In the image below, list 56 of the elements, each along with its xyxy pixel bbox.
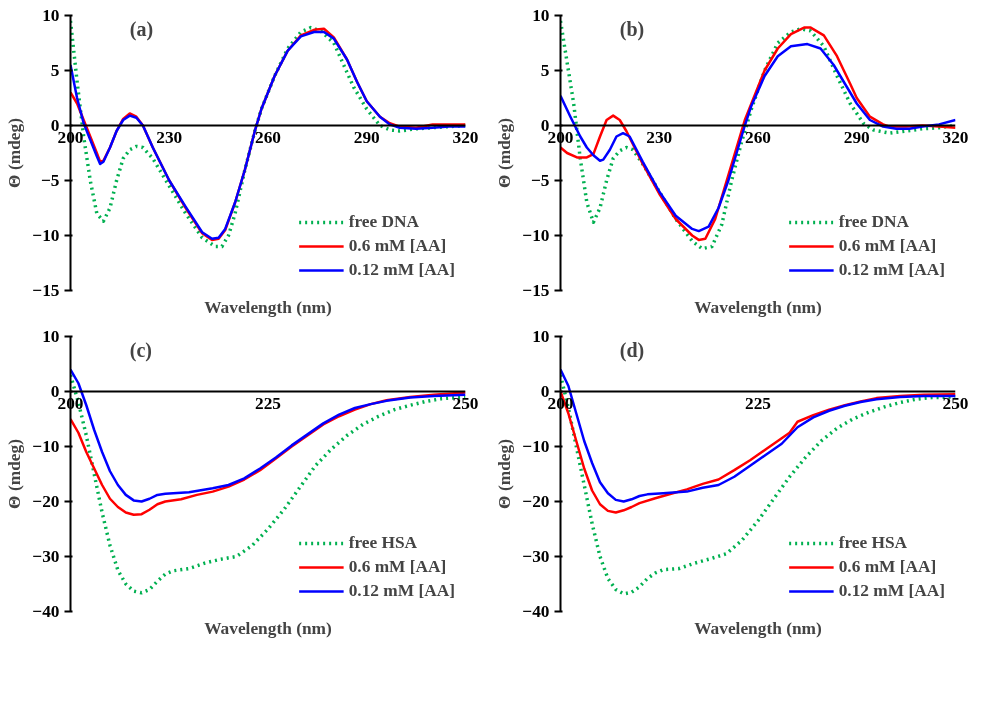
legend-label: 0.6 mM [AA]: [838, 557, 937, 577]
chart-title: (d): [619, 339, 645, 363]
chart-title: (a): [129, 18, 154, 42]
y-tick-label: 5: [50, 61, 60, 80]
y-tick-label: −5: [40, 171, 60, 190]
y-tick-label: 5: [540, 61, 550, 80]
y-tick-label: 10: [42, 6, 60, 25]
legend-label: free DNA: [838, 212, 910, 232]
y-axis-title: Θ (mdeg): [495, 117, 515, 188]
x-tick-label: 290: [353, 127, 380, 147]
y-tick-label: 10: [532, 6, 550, 25]
x-tick-label: 260: [745, 127, 771, 147]
x-tick-label: 320: [452, 127, 479, 147]
x-tick-label: 230: [156, 127, 183, 147]
y-axis-title: Θ (mdeg): [495, 438, 515, 509]
x-tick-label: 320: [942, 127, 969, 147]
y-tick-label: −15: [522, 281, 550, 300]
x-axis-title: Wavelength (nm): [204, 618, 332, 638]
legend-label: 0.12 mM [AA]: [348, 260, 455, 280]
x-tick-label: 225: [745, 393, 772, 413]
legend-label: 0.12 mM [AA]: [838, 260, 945, 280]
x-tick-label: 250: [452, 393, 479, 413]
x-tick-label: 260: [255, 127, 281, 147]
y-tick-label: −15: [32, 281, 60, 300]
x-tick-label: 230: [646, 127, 673, 147]
legend-label: 0.6 mM [AA]: [838, 236, 937, 256]
y-tick-label: −30: [32, 547, 60, 566]
y-tick-label: −30: [522, 547, 550, 566]
y-tick-label: −10: [522, 226, 550, 245]
y-tick-label: 10: [532, 327, 550, 346]
y-tick-label: −10: [32, 226, 60, 245]
y-tick-label: −10: [32, 437, 60, 456]
legend-label: 0.6 mM [AA]: [348, 236, 447, 256]
y-axis-title: Θ (mdeg): [5, 438, 25, 509]
y-tick-label: 10: [42, 327, 60, 346]
y-axis-title: Θ (mdeg): [5, 117, 25, 188]
x-axis-title: Wavelength (nm): [694, 297, 822, 317]
y-tick-label: −10: [522, 437, 550, 456]
x-axis-title: Wavelength (nm): [204, 297, 332, 317]
legend-label: free HSA: [348, 533, 418, 553]
y-tick-label: −40: [32, 602, 60, 621]
y-tick-label: −20: [522, 492, 550, 511]
legend-label: free HSA: [838, 533, 908, 553]
x-axis-title: Wavelength (nm): [694, 618, 822, 638]
chart-title: (b): [619, 18, 645, 42]
chart-title: (c): [129, 339, 152, 363]
legend-label: 0.12 mM [AA]: [348, 581, 455, 601]
legend-label: 0.6 mM [AA]: [348, 557, 447, 577]
y-tick-label: −40: [522, 602, 550, 621]
legend-label: free DNA: [348, 212, 420, 232]
y-tick-label: −5: [530, 171, 550, 190]
x-tick-label: 250: [942, 393, 969, 413]
legend-label: 0.12 mM [AA]: [838, 581, 945, 601]
y-tick-label: −20: [32, 492, 60, 511]
x-tick-label: 225: [255, 393, 282, 413]
x-tick-label: 290: [843, 127, 870, 147]
